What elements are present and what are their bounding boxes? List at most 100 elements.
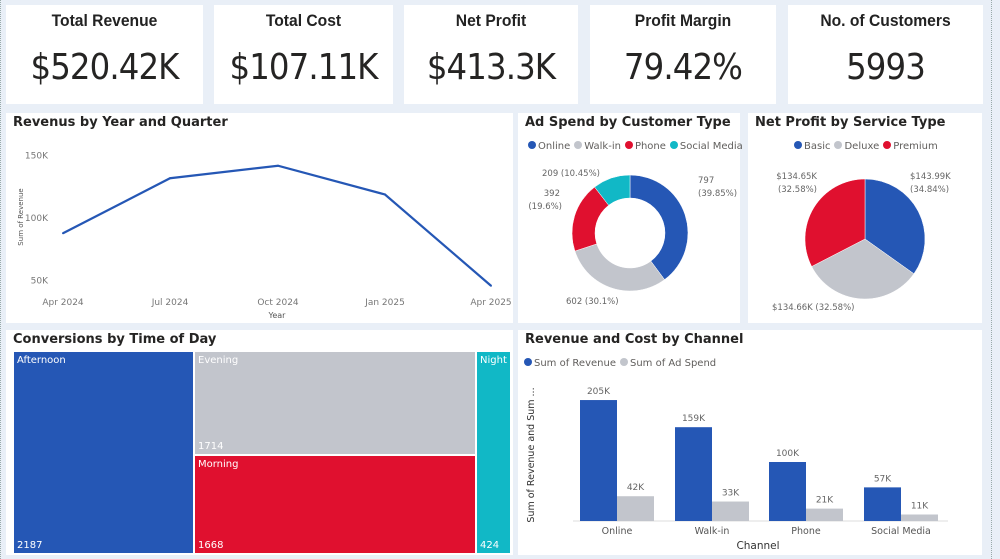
data-label: $134.65K xyxy=(776,172,817,182)
kpi-title: Total Revenue xyxy=(51,11,158,30)
legend-dot xyxy=(528,141,536,149)
legend-label[interactable]: Online xyxy=(538,141,571,152)
data-label: 209 (10.45%) xyxy=(542,169,600,179)
data-label: (39.85%) xyxy=(698,189,737,199)
canvas-edge-right xyxy=(991,0,992,559)
data-label: 797 xyxy=(698,176,714,186)
kpi-total-cost: Total Cost $107.11K xyxy=(214,5,393,104)
data-label: $143.99K xyxy=(910,172,951,182)
x-axis-title: Year xyxy=(268,311,287,320)
legend: Online Walk-in Phone Social Media xyxy=(524,141,743,152)
slice-1 xyxy=(574,243,665,292)
pie-chart-panel[interactable]: Net Profit by Service Type Basic Deluxe Pr… xyxy=(748,113,982,323)
kpi-value: $107.11K xyxy=(229,47,378,88)
legend-dot xyxy=(834,141,843,149)
treemap-panel[interactable]: Conversions by Time of Day Afternoon 2187… xyxy=(6,330,513,555)
legend-label[interactable]: Deluxe xyxy=(844,141,880,152)
legend-label[interactable]: Phone xyxy=(634,141,666,152)
bar-chart: 205K 42K Online 159K 33K Walk-in 100K 21K Phone 5… xyxy=(526,387,948,552)
kpi-title: Net Profit xyxy=(455,11,527,30)
data-label: (32.58%) xyxy=(778,185,817,195)
legend-label[interactable]: Walk-in xyxy=(584,141,621,152)
treemap-tile-evening[interactable]: Evening 1714 xyxy=(194,351,476,455)
data-point xyxy=(384,193,386,196)
x-tick-label: Oct 2024 xyxy=(257,298,299,308)
data-point xyxy=(490,284,492,287)
legend-dot xyxy=(619,358,628,366)
data-label: 42K xyxy=(627,483,645,493)
bar-revenue xyxy=(580,400,617,521)
y-axis-title: Sum of Revenue xyxy=(17,188,25,245)
x-tick-label: Apr 2025 xyxy=(470,298,511,308)
bar-ad-spend xyxy=(712,501,749,521)
tile-value: 1668 xyxy=(198,540,224,551)
bar-revenue xyxy=(864,487,901,521)
donut-chart-panel[interactable]: Ad Spend by Customer Type Online Walk-in P… xyxy=(518,113,743,323)
data-label: $134.66K (32.58%) xyxy=(772,303,854,313)
data-point xyxy=(62,232,64,235)
y-tick-label: 50K xyxy=(31,277,49,287)
data-label: (34.84%) xyxy=(910,185,949,195)
legend-label[interactable]: Social Media xyxy=(679,141,743,152)
y-tick-label: 150K xyxy=(25,152,49,162)
tile-value: 424 xyxy=(480,540,500,551)
legend-dot xyxy=(669,141,678,149)
legend: Basic Deluxe Premium xyxy=(790,141,938,152)
x-tick-label: Phone xyxy=(791,526,821,537)
slice-0 xyxy=(629,174,689,280)
legend-dot xyxy=(624,141,633,149)
kpi-title: Total Cost xyxy=(265,11,342,30)
treemap-tile-morning[interactable]: Morning 1668 xyxy=(194,455,476,554)
slice-0 xyxy=(864,178,926,275)
data-label: 33K xyxy=(722,489,740,499)
revenue-line xyxy=(62,164,492,287)
tile-label: Afternoon xyxy=(17,355,66,366)
donut-chart: 797 (39.85%) 602 (30.1%) 392 (19.6%) 209 (10.… xyxy=(528,169,737,307)
x-tick-label: Online xyxy=(602,526,633,537)
data-point xyxy=(169,177,171,180)
data-label: 11K xyxy=(911,502,929,512)
line-chart: 150K 100K 50K Apr 2024 Jul 2024 Oct 2024 Jan 2… xyxy=(17,152,512,321)
chart-title: Revenus by Year and Quarter xyxy=(13,115,228,130)
bar-revenue xyxy=(769,462,806,521)
kpi-total-revenue: Total Revenue $520.42K xyxy=(6,5,203,104)
bar-ad-spend xyxy=(901,514,938,521)
treemap-tile-night[interactable]: Night 424 xyxy=(476,351,511,554)
line-chart-panel[interactable]: Revenus by Year and Quarter 150K 100K 50K A… xyxy=(6,113,513,323)
legend-dot xyxy=(883,141,892,149)
kpi-title: Profit Margin xyxy=(634,11,732,30)
data-label: 392 xyxy=(544,189,560,199)
legend-dot xyxy=(524,358,532,366)
x-tick-label: Jul 2024 xyxy=(151,298,189,308)
slice-3 xyxy=(594,174,631,206)
x-tick-label: Apr 2024 xyxy=(42,298,84,308)
legend-label[interactable]: Sum of Revenue xyxy=(534,358,616,369)
kpi-value: 79.42% xyxy=(623,47,743,88)
legend-label[interactable]: Sum of Ad Spend xyxy=(629,358,717,369)
data-label: 205K xyxy=(587,387,611,397)
kpi-net-profit: Net Profit $413.3K xyxy=(404,5,578,104)
tile-value: 2187 xyxy=(17,540,43,551)
kpi-value: 5993 xyxy=(846,47,926,88)
chart-title: Revenue and Cost by Channel xyxy=(525,332,744,347)
kpi-value: $520.42K xyxy=(30,47,179,88)
y-axis-title: Sum of Revenue and Sum ... xyxy=(526,387,537,522)
chart-title: Conversions by Time of Day xyxy=(13,332,217,347)
legend: Sum of Revenue Sum of Ad Spend xyxy=(520,358,716,369)
treemap-tile-afternoon[interactable]: Afternoon 2187 xyxy=(13,351,194,554)
legend-dot xyxy=(574,141,583,149)
pie-chart: $143.99K (34.84%) $134.66K (32.58%) $134.65… xyxy=(772,172,951,313)
bar-ad-spend xyxy=(617,496,654,521)
kpi-value: $413.3K xyxy=(426,47,556,88)
bar-ad-spend xyxy=(806,508,843,521)
tile-label: Night xyxy=(480,355,507,366)
legend-dot xyxy=(794,141,802,149)
x-tick-label: Social Media xyxy=(871,526,931,537)
legend-label[interactable]: Basic xyxy=(804,141,831,152)
legend-label[interactable]: Premium xyxy=(893,141,938,152)
chart-title: Ad Spend by Customer Type xyxy=(525,115,731,130)
bar-chart-panel[interactable]: Revenue and Cost by Channel Sum of Reven… xyxy=(518,330,982,555)
y-tick-label: 100K xyxy=(25,214,49,224)
x-axis-title: Channel xyxy=(736,540,779,552)
x-tick-label: Walk-in xyxy=(695,526,730,537)
